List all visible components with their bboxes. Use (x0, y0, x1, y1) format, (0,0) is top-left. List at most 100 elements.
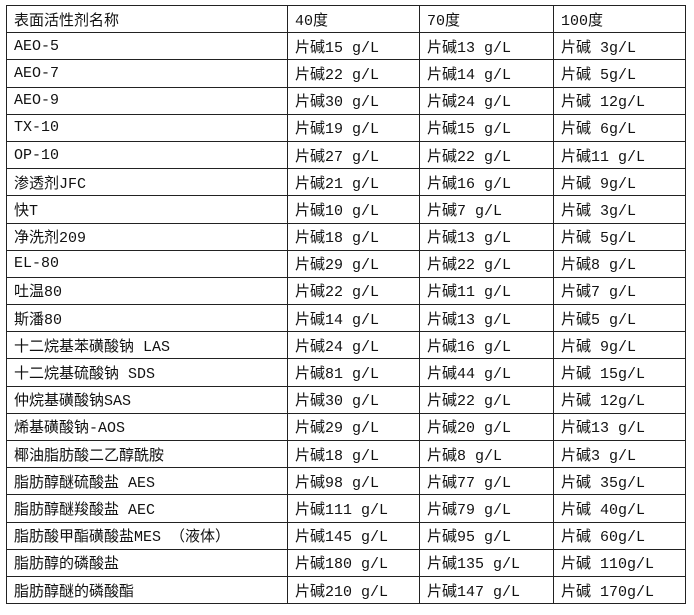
cell-surfactant-name: 脂肪醇醚的磷酸酯 (6, 575, 288, 605)
cell-40: 片碱18 g/L (287, 439, 420, 469)
cell-70: 片碱22 g/L (419, 249, 554, 278)
header-40: 40度 (287, 4, 420, 34)
cell-surfactant-name: 椰油脂肪酸二乙醇酰胺 (6, 439, 288, 469)
cell-40: 片碱10 g/L (287, 195, 420, 224)
table-row: 脂肪醇的磷酸盐 片碱180 g/L 片碱135 g/L 片碱 110g/L (6, 548, 686, 577)
cell-70: 片碱14 g/L (419, 59, 554, 88)
cell-surfactant-name: 脂肪醇醚硫酸盐 AES (6, 467, 288, 496)
header-row: 表面活性剂名称 40度 70度 100度 (6, 4, 686, 34)
cell-100: 片碱 5g/L (553, 59, 686, 88)
cell-100: 片碱 9g/L (553, 331, 686, 360)
cell-100: 片碱8 g/L (553, 249, 686, 278)
cell-40: 片碱98 g/L (287, 467, 420, 496)
cell-surfactant-name: 十二烷基苯磺酸钠 LAS (6, 331, 288, 360)
cell-100: 片碱3 g/L (553, 439, 686, 469)
table-row: 脂肪酸甲酯磺酸盐MES （液体） 片碱145 g/L 片碱95 g/L 片碱 60g/… (6, 521, 686, 550)
cell-100: 片碱 40g/L (553, 494, 686, 523)
table-row: 脂肪醇醚硫酸盐 AES 片碱98 g/L 片碱77 g/L 片碱 35g/L (6, 467, 686, 496)
cell-70: 片碱7 g/L (419, 195, 554, 224)
cell-70: 片碱11 g/L (419, 276, 554, 306)
cell-70: 片碱13 g/L (419, 304, 554, 333)
cell-100: 片碱 15g/L (553, 358, 686, 387)
cell-70: 片碱22 g/L (419, 140, 554, 170)
cell-40: 片碱14 g/L (287, 304, 420, 333)
cell-70: 片碱95 g/L (419, 521, 554, 550)
cell-70: 片碱79 g/L (419, 494, 554, 523)
cell-100: 片碱 35g/L (553, 467, 686, 496)
cell-40: 片碱180 g/L (287, 548, 420, 577)
header-70: 70度 (419, 4, 554, 34)
cell-40: 片碱27 g/L (287, 140, 420, 170)
cell-40: 片碱18 g/L (287, 222, 420, 251)
cell-surfactant-name: TX-10 (6, 113, 288, 142)
table-row: AEO-9 片碱30 g/L 片碱24 g/L 片碱 12g/L (6, 86, 686, 115)
cell-surfactant-name: 净洗剂209 (6, 222, 288, 251)
cell-100: 片碱 170g/L (553, 575, 686, 605)
cell-100: 片碱13 g/L (553, 412, 686, 442)
table-row: AEO-7 片碱22 g/L 片碱14 g/L 片碱 5g/L (6, 59, 686, 88)
cell-40: 片碱81 g/L (287, 358, 420, 387)
cell-surfactant-name: AEO-5 (6, 32, 288, 61)
table-row: 脂肪醇醚羧酸盐 AEC 片碱111 g/L 片碱79 g/L 片碱 40g/L (6, 494, 686, 523)
cell-70: 片碱77 g/L (419, 467, 554, 496)
table-row: 仲烷基磺酸钠SAS 片碱30 g/L 片碱22 g/L 片碱 12g/L (6, 385, 686, 414)
cell-40: 片碱29 g/L (287, 249, 420, 278)
table-row: 斯潘80 片碱14 g/L 片碱13 g/L 片碱5 g/L (6, 304, 686, 333)
cell-70: 片碱16 g/L (419, 168, 554, 197)
cell-40: 片碱24 g/L (287, 331, 420, 360)
cell-70: 片碱147 g/L (419, 575, 554, 605)
cell-surfactant-name: EL-80 (6, 249, 288, 278)
cell-40: 片碱210 g/L (287, 575, 420, 605)
table-row: 净洗剂209 片碱18 g/L 片碱13 g/L 片碱 5g/L (6, 222, 686, 251)
cell-100: 片碱 12g/L (553, 86, 686, 115)
cell-surfactant-name: AEO-7 (6, 59, 288, 88)
cell-70: 片碱13 g/L (419, 32, 554, 61)
cell-100: 片碱 12g/L (553, 385, 686, 414)
cell-70: 片碱44 g/L (419, 358, 554, 387)
cell-40: 片碱15 g/L (287, 32, 420, 61)
table-row: 吐温80 片碱22 g/L 片碱11 g/L 片碱7 g/L (6, 276, 686, 306)
cell-40: 片碱22 g/L (287, 59, 420, 88)
table-row: 脂肪醇醚的磷酸酯 片碱210 g/L 片碱147 g/L 片碱 170g/L (6, 575, 686, 605)
cell-40: 片碱30 g/L (287, 86, 420, 115)
cell-surfactant-name: 十二烷基硫酸钠 SDS (6, 358, 288, 387)
cell-100: 片碱 3g/L (553, 195, 686, 224)
cell-40: 片碱145 g/L (287, 521, 420, 550)
cell-100: 片碱5 g/L (553, 304, 686, 333)
cell-70: 片碱13 g/L (419, 222, 554, 251)
header-name: 表面活性剂名称 (6, 4, 288, 34)
cell-100: 片碱 9g/L (553, 168, 686, 197)
cell-40: 片碱21 g/L (287, 168, 420, 197)
cell-100: 片碱11 g/L (553, 140, 686, 170)
cell-70: 片碱135 g/L (419, 548, 554, 577)
cell-40: 片碱30 g/L (287, 385, 420, 414)
surfactant-alkali-table: 表面活性剂名称 40度 70度 100度 AEO-5 片碱15 g/L 片碱13 g… (6, 4, 686, 605)
cell-100: 片碱 3g/L (553, 32, 686, 61)
cell-100: 片碱 6g/L (553, 113, 686, 142)
cell-100: 片碱 60g/L (553, 521, 686, 550)
table-row: AEO-5 片碱15 g/L 片碱13 g/L 片碱 3g/L (6, 32, 686, 61)
cell-70: 片碱20 g/L (419, 412, 554, 442)
cell-surfactant-name: 快T (6, 195, 288, 224)
cell-70: 片碱15 g/L (419, 113, 554, 142)
table-row: 椰油脂肪酸二乙醇酰胺 片碱18 g/L 片碱8 g/L 片碱3 g/L (6, 439, 686, 469)
table-row: 快T 片碱10 g/L 片碱7 g/L 片碱 3g/L (6, 195, 686, 224)
header-100: 100度 (553, 4, 686, 34)
table-row: 十二烷基苯磺酸钠 LAS 片碱24 g/L 片碱16 g/L 片碱 9g/L (6, 331, 686, 360)
table-row: EL-80 片碱29 g/L 片碱22 g/L 片碱8 g/L (6, 249, 686, 278)
table-row: TX-10 片碱19 g/L 片碱15 g/L 片碱 6g/L (6, 113, 686, 142)
table-row: 渗透剂JFC 片碱21 g/L 片碱16 g/L 片碱 9g/L (6, 168, 686, 197)
cell-surfactant-name: 渗透剂JFC (6, 168, 288, 197)
table-row: 十二烷基硫酸钠 SDS 片碱81 g/L 片碱44 g/L 片碱 15g/L (6, 358, 686, 387)
table-row: OP-10 片碱27 g/L 片碱22 g/L 片碱11 g/L (6, 140, 686, 170)
cell-surfactant-name: 斯潘80 (6, 304, 288, 333)
cell-surfactant-name: 脂肪酸甲酯磺酸盐MES （液体） (6, 521, 288, 550)
cell-70: 片碱8 g/L (419, 439, 554, 469)
cell-40: 片碱22 g/L (287, 276, 420, 306)
cell-100: 片碱 5g/L (553, 222, 686, 251)
cell-40: 片碱111 g/L (287, 494, 420, 523)
cell-70: 片碱24 g/L (419, 86, 554, 115)
table-row: 烯基磺酸钠-AOS 片碱29 g/L 片碱20 g/L 片碱13 g/L (6, 412, 686, 442)
cell-surfactant-name: 仲烷基磺酸钠SAS (6, 385, 288, 414)
cell-surfactant-name: 吐温80 (6, 276, 288, 306)
